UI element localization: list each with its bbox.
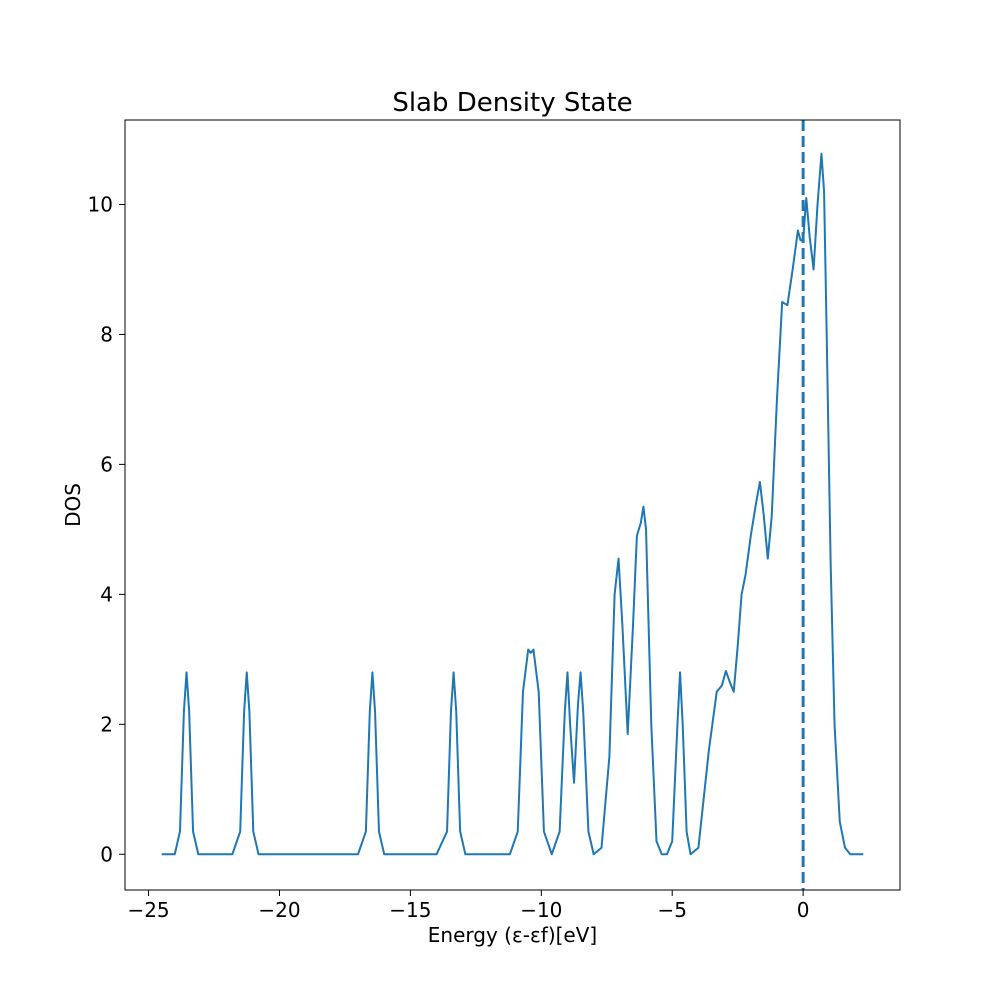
x-tick-label: −15 [389, 898, 431, 922]
y-tick-label: 8 [100, 322, 113, 346]
x-tick-label: −5 [657, 898, 686, 922]
x-axis: −25 −20 −15 −10 −5 0 [127, 890, 809, 922]
x-tick-label: −20 [258, 898, 300, 922]
axes-frame [124, 119, 901, 891]
x-tick-label: −25 [127, 898, 169, 922]
x-tick-label: −10 [520, 898, 562, 922]
x-axis-label: Energy (ε-εf)[eV] [428, 923, 597, 947]
y-tick-label: 10 [88, 192, 113, 216]
y-tick-label: 2 [100, 712, 113, 736]
y-tick-label: 6 [100, 452, 113, 476]
x-tick-label: 0 [797, 898, 810, 922]
y-axis-label: DOS [61, 483, 85, 527]
y-axis: 0 2 4 6 8 10 [88, 192, 125, 866]
y-tick-label: 0 [100, 842, 113, 866]
y-tick-label: 4 [100, 582, 113, 606]
plot-layer [161, 120, 864, 890]
chart-title: Slab Density State [392, 88, 632, 118]
dos-series-line [161, 152, 864, 856]
